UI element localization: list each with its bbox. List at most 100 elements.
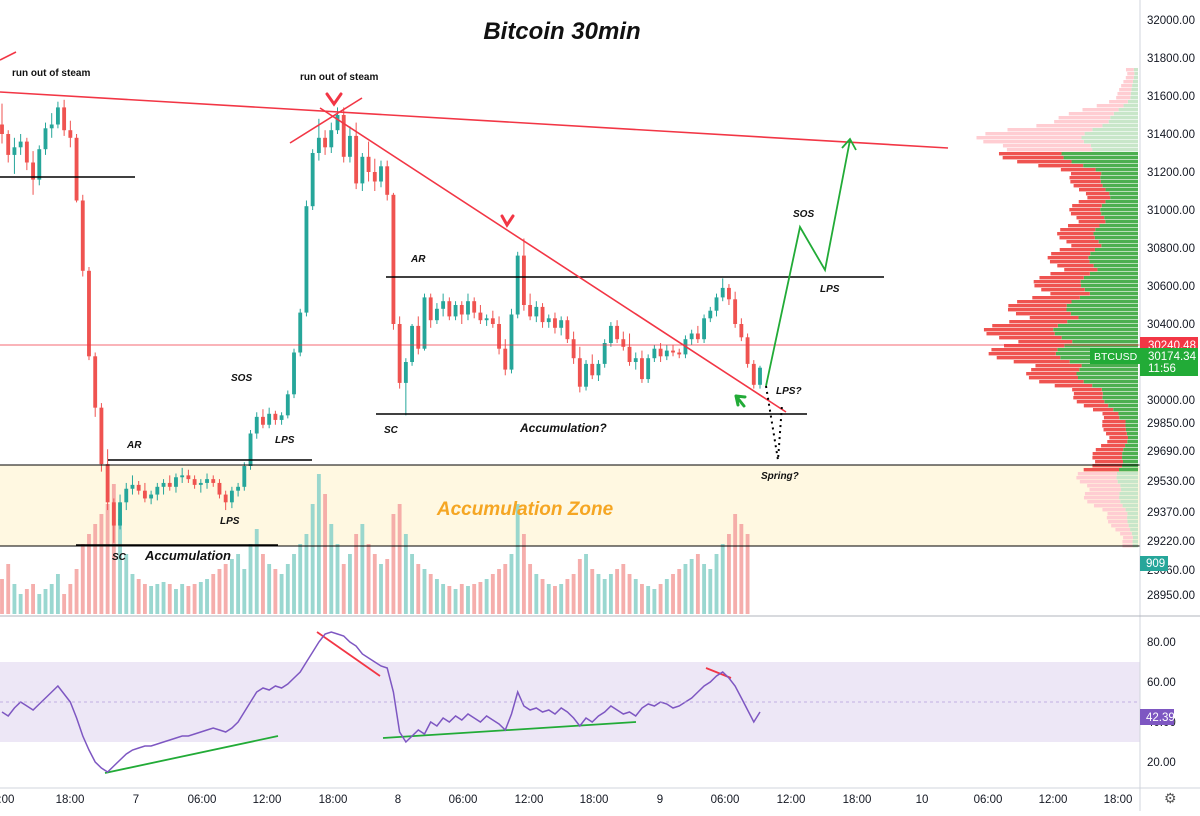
candle-body [758, 367, 762, 385]
time-tick-label: 12:00 [777, 794, 806, 806]
volume-bar [93, 524, 98, 614]
profile-bar-up [1127, 440, 1138, 444]
profile-bar-up [1102, 392, 1138, 396]
candle-body [329, 130, 334, 148]
volume-bar [490, 574, 495, 614]
profile-bar-up [1071, 160, 1138, 164]
volume-bar [677, 569, 682, 614]
candle-body [192, 479, 197, 485]
profile-bar-up [1078, 376, 1138, 380]
candle-body [434, 308, 439, 321]
time-axis[interactable]: 12:00 18:00 7 06:00 12:00 18:00 8 06:00 12:00 18:… [0, 794, 1132, 806]
time-tick-label: 06:00 [974, 794, 1003, 806]
volume-bar [24, 589, 29, 614]
profile-bar-up [1089, 272, 1138, 276]
annotation-sos2: SOS [793, 209, 814, 220]
profile-bar-down [1120, 532, 1132, 536]
profile-bar-up [1093, 264, 1138, 268]
volume-bar [74, 569, 79, 614]
profile-bar-up [1130, 528, 1138, 532]
profile-bar-up [1083, 140, 1138, 144]
profile-bar-up [1119, 416, 1138, 420]
volume-bar [503, 564, 508, 614]
candlesticks [0, 99, 762, 543]
profile-bar-down [1109, 100, 1128, 104]
candle-body [180, 475, 185, 478]
profile-bar-down [1054, 120, 1109, 124]
price-tick-label: 30800.00 [1147, 243, 1195, 255]
candle-body [236, 486, 241, 491]
candle-body [478, 312, 483, 321]
candle-body [733, 299, 738, 324]
candle-body [105, 464, 110, 503]
profile-bar-up [1081, 136, 1138, 140]
profile-bar-up [1084, 288, 1138, 292]
profile-bar-up [1116, 476, 1138, 480]
candle-body [497, 324, 501, 349]
profile-bar-down [1069, 208, 1101, 212]
settings-gear-icon[interactable]: ⚙ [1164, 790, 1177, 806]
candle-body [217, 482, 222, 495]
down-trendline [319, 107, 787, 413]
volume-bar [105, 504, 110, 614]
profile-bar-up [1109, 192, 1138, 196]
arrow-down-icon [500, 214, 515, 228]
volume-bar [733, 514, 738, 614]
rsi-div-2 [316, 631, 381, 677]
profile-bar-down [1117, 92, 1131, 96]
candle-body [142, 490, 147, 499]
profile-bar-up [1122, 456, 1138, 460]
candle-body [633, 358, 638, 362]
volume-bar [248, 544, 253, 614]
rsi-badge [1140, 709, 1174, 725]
profile-bar-down [1089, 488, 1122, 492]
annotation-spring-q: Spring? [761, 471, 799, 482]
price-tick-label: 29220.00 [1147, 536, 1195, 548]
profile-bar-up [1113, 408, 1138, 412]
time-tick-label: 18:00 [56, 794, 85, 806]
profile-bar-up [1122, 504, 1138, 508]
candle-body [99, 407, 104, 465]
profile-bar-up [1066, 304, 1138, 308]
volume-bar [335, 544, 340, 614]
candle-body [248, 433, 253, 466]
price-axis[interactable]: 32000.00 31800.00 31600.00 31400.00 31200.00… [1147, 15, 1195, 602]
candle-body [285, 394, 290, 416]
time-tick-label: 18:00 [1104, 794, 1133, 806]
volume-bar [18, 594, 23, 614]
profile-bar-up [1094, 236, 1138, 240]
profile-bar-up [1123, 448, 1138, 452]
candle-body [484, 318, 489, 321]
profile-bar-down [1123, 536, 1133, 540]
candle-body [74, 137, 79, 201]
rsi-value-label: 42.39 [1146, 712, 1175, 724]
profile-bar-up [1084, 132, 1138, 136]
candle-body [664, 350, 669, 357]
profile-bar-up [1100, 208, 1138, 212]
profile-bar-down [1002, 144, 1091, 148]
volume-bar [640, 584, 644, 614]
volume-bar [615, 569, 620, 614]
profile-bar-up [1067, 320, 1138, 324]
volume-bar [459, 584, 464, 614]
candle-body [198, 482, 203, 485]
profile-bar-down [1004, 344, 1065, 348]
volume-bar [142, 584, 147, 614]
candle-body [608, 325, 613, 343]
candle-body [652, 348, 657, 359]
profile-bar-up [1104, 400, 1138, 404]
profile-bar-up [1076, 372, 1138, 376]
profile-bar-up [1090, 144, 1138, 148]
annotation-sc1: SC [112, 552, 127, 563]
candle-body [130, 484, 135, 489]
candle-body [466, 301, 470, 315]
candle-body [354, 135, 359, 184]
profile-bar-down [1096, 104, 1124, 108]
profile-bar-up [1130, 92, 1138, 96]
last-price-badge [1090, 348, 1140, 364]
profile-bar-up [1132, 536, 1138, 540]
profile-bar-up [1092, 384, 1138, 388]
volume-bar [509, 554, 514, 614]
